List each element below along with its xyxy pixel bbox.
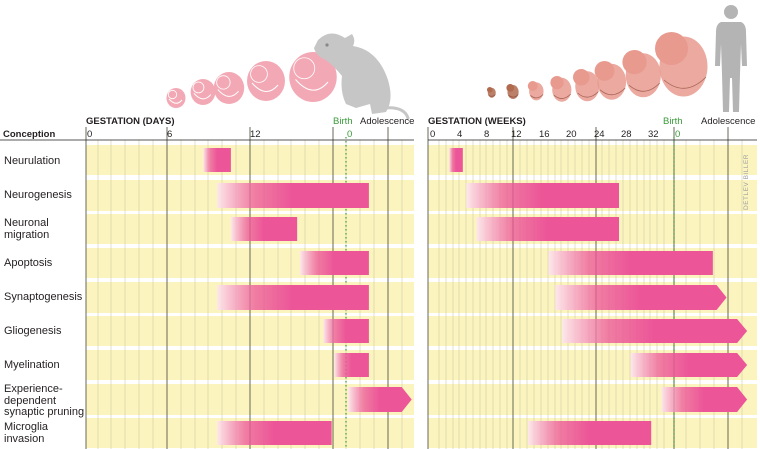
tick-label: 32 [648, 129, 659, 140]
process-bar [466, 183, 620, 208]
process-bar [203, 148, 231, 172]
process-bar [555, 285, 727, 310]
axis-title: GESTATION (WEEKS) [428, 116, 526, 127]
mouse-embryo-icon [213, 72, 245, 104]
process-label: Neuronal migration [4, 217, 50, 241]
process-bar [562, 319, 748, 343]
process-label: Neurulation [4, 155, 61, 167]
row-band [428, 145, 757, 175]
human-fetus-icon [622, 50, 661, 98]
process-label: Experience- dependent synaptic pruning [4, 383, 85, 418]
mouse-embryo-icon [190, 79, 216, 105]
adolescence-label: Adolescence [360, 116, 415, 127]
mouse-icon [314, 33, 410, 120]
process-bar [334, 353, 369, 377]
human-fetus-icon [487, 87, 496, 98]
process-label: Neurogenesis [4, 189, 72, 201]
credit-text: DETLEV BILLER [743, 154, 750, 210]
human-fetus-icon [527, 81, 544, 101]
process-bars [203, 148, 748, 445]
row-header: Conception [3, 129, 56, 140]
mouse-embryo-icon [247, 61, 285, 101]
tick-label: 12 [250, 129, 261, 140]
tick-label: 20 [566, 129, 577, 140]
process-label: Microglia invasion [4, 421, 49, 445]
birth-tick-label: 0 [347, 129, 353, 140]
illustrations [166, 5, 747, 120]
tick-label: 16 [539, 129, 550, 140]
process-bar [323, 319, 369, 343]
process-bar [476, 217, 620, 241]
process-bar [548, 251, 713, 275]
process-label: Apoptosis [4, 257, 53, 269]
human-fetus-icon [655, 32, 708, 97]
process-bar [348, 387, 412, 412]
process-bar [230, 217, 298, 241]
process-bar [630, 353, 748, 377]
human-fetus-icon [594, 61, 627, 100]
tick-label: 24 [594, 129, 605, 140]
process-bar [449, 148, 463, 172]
mouse-embryo-icon [289, 52, 337, 102]
tick-label: 0 [430, 129, 436, 140]
process-label: Synaptogenesis [4, 291, 83, 303]
human-fetus-icon [573, 69, 600, 102]
mouse-embryo-icon [166, 88, 186, 108]
process-bar [217, 183, 369, 208]
human-fetus-icon [550, 76, 572, 102]
adolescence-label: Adolescence [701, 116, 756, 127]
human-fetus-icon [506, 84, 519, 100]
process-label: Gliogenesis [4, 325, 62, 337]
tick-label: 28 [621, 129, 632, 140]
birth-tick-label: 0 [675, 129, 681, 140]
process-bar [299, 251, 369, 275]
tick-label: 8 [484, 129, 490, 140]
process-bar [527, 421, 652, 445]
tick-label: 6 [167, 129, 173, 140]
axis-title: GESTATION (DAYS) [86, 116, 175, 127]
tick-label: 4 [457, 129, 463, 140]
process-label: Myelination [4, 359, 60, 371]
birth-label: Birth [663, 116, 683, 127]
process-bar [217, 285, 369, 310]
birth-label: Birth [333, 116, 353, 127]
human-silhouette-icon [715, 5, 747, 112]
tick-label: 12 [511, 129, 522, 140]
tick-label: 0 [87, 129, 93, 140]
process-bar [661, 387, 748, 412]
process-bar [217, 421, 332, 445]
